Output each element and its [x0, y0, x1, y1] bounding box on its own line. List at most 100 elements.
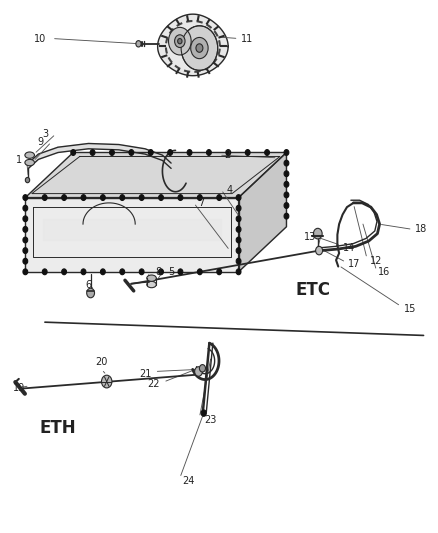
- Circle shape: [81, 195, 86, 200]
- Circle shape: [23, 269, 28, 274]
- Text: 12: 12: [370, 256, 382, 266]
- Circle shape: [42, 269, 47, 274]
- Circle shape: [181, 26, 218, 70]
- Circle shape: [284, 192, 289, 198]
- Polygon shape: [88, 143, 119, 150]
- Text: 5: 5: [168, 267, 174, 277]
- Circle shape: [120, 269, 125, 274]
- Text: 4: 4: [227, 184, 233, 195]
- Text: 19: 19: [13, 383, 25, 393]
- Polygon shape: [39, 147, 58, 159]
- Circle shape: [129, 150, 134, 156]
- Circle shape: [42, 195, 47, 200]
- Circle shape: [23, 259, 28, 264]
- Circle shape: [120, 195, 125, 200]
- Circle shape: [284, 181, 289, 187]
- Circle shape: [194, 367, 202, 376]
- Text: 21: 21: [139, 369, 151, 378]
- Circle shape: [198, 269, 202, 274]
- Text: 13: 13: [304, 232, 317, 243]
- Polygon shape: [25, 198, 239, 272]
- Circle shape: [236, 269, 241, 274]
- Circle shape: [139, 195, 144, 200]
- Circle shape: [217, 195, 222, 200]
- Circle shape: [136, 41, 141, 47]
- Circle shape: [159, 269, 163, 274]
- Circle shape: [23, 248, 28, 254]
- Circle shape: [87, 288, 95, 298]
- Circle shape: [236, 248, 241, 254]
- Circle shape: [178, 195, 183, 200]
- Polygon shape: [28, 154, 39, 168]
- Circle shape: [23, 195, 28, 200]
- Text: 3: 3: [42, 129, 48, 139]
- Circle shape: [62, 195, 67, 200]
- Circle shape: [110, 150, 114, 156]
- Circle shape: [236, 205, 241, 211]
- Ellipse shape: [25, 152, 35, 158]
- Ellipse shape: [147, 281, 156, 288]
- Circle shape: [265, 150, 269, 156]
- Text: 17: 17: [348, 259, 360, 269]
- Text: 22: 22: [148, 379, 160, 389]
- Circle shape: [159, 195, 163, 200]
- Text: 8: 8: [155, 267, 161, 277]
- Circle shape: [236, 237, 241, 243]
- Circle shape: [71, 150, 76, 156]
- Circle shape: [191, 37, 208, 59]
- Circle shape: [316, 246, 322, 255]
- Text: 24: 24: [182, 477, 195, 486]
- Text: ETC: ETC: [295, 281, 330, 300]
- Circle shape: [62, 269, 67, 274]
- Circle shape: [178, 269, 183, 274]
- Circle shape: [284, 150, 289, 156]
- Circle shape: [236, 216, 241, 222]
- Circle shape: [100, 269, 105, 274]
- Text: 14: 14: [343, 243, 356, 253]
- Circle shape: [25, 177, 30, 183]
- Circle shape: [207, 150, 211, 156]
- Text: 9: 9: [38, 137, 44, 147]
- Circle shape: [226, 150, 231, 156]
- Circle shape: [236, 227, 241, 232]
- Circle shape: [90, 150, 95, 156]
- Circle shape: [23, 237, 28, 243]
- Circle shape: [81, 269, 86, 274]
- Polygon shape: [158, 14, 228, 76]
- Circle shape: [169, 27, 191, 55]
- Circle shape: [245, 150, 250, 156]
- Polygon shape: [145, 149, 162, 160]
- Polygon shape: [58, 143, 88, 152]
- Circle shape: [236, 259, 241, 264]
- Circle shape: [178, 38, 182, 44]
- Ellipse shape: [147, 275, 156, 281]
- Polygon shape: [25, 152, 286, 198]
- Circle shape: [23, 205, 28, 211]
- Text: 7: 7: [198, 198, 205, 208]
- Circle shape: [23, 227, 28, 232]
- Circle shape: [198, 195, 202, 200]
- Circle shape: [102, 375, 112, 388]
- Text: 2: 2: [225, 150, 231, 160]
- Text: 10: 10: [34, 34, 46, 44]
- Circle shape: [187, 150, 192, 156]
- Circle shape: [284, 213, 289, 219]
- Circle shape: [284, 203, 289, 208]
- Polygon shape: [119, 144, 145, 154]
- Text: 6: 6: [85, 280, 92, 290]
- Text: 20: 20: [95, 357, 108, 367]
- Circle shape: [196, 44, 203, 52]
- Circle shape: [100, 195, 105, 200]
- Circle shape: [23, 216, 28, 222]
- Circle shape: [284, 171, 289, 176]
- Circle shape: [217, 269, 222, 274]
- Text: 1: 1: [16, 156, 22, 165]
- Text: 23: 23: [204, 415, 216, 425]
- Circle shape: [314, 228, 322, 239]
- Circle shape: [201, 410, 206, 416]
- Circle shape: [284, 160, 289, 166]
- Text: 11: 11: [241, 34, 254, 44]
- Polygon shape: [43, 219, 221, 240]
- Ellipse shape: [25, 159, 35, 166]
- Circle shape: [168, 150, 173, 156]
